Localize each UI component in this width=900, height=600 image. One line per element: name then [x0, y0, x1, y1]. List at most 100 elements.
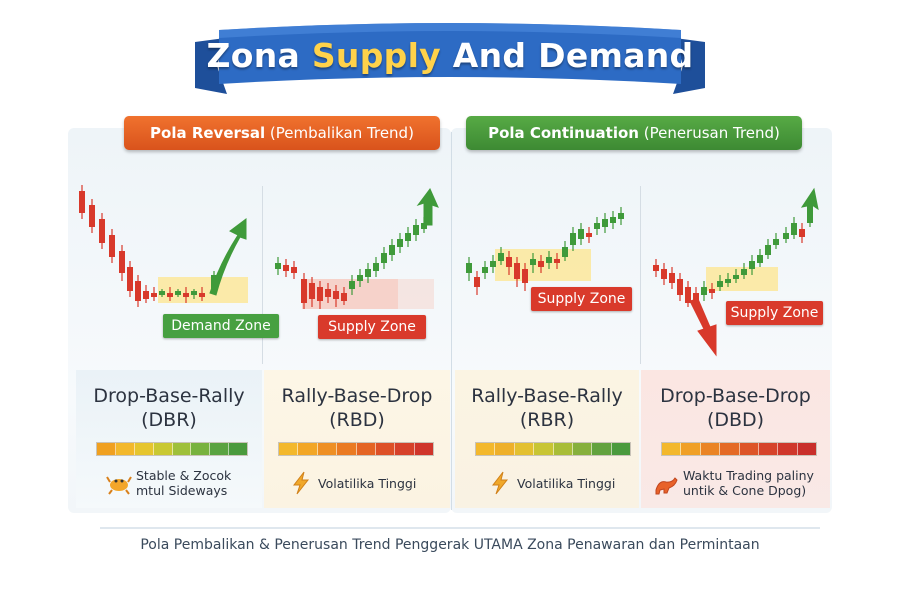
supply-zone-label: Supply Zone	[726, 301, 823, 325]
candle-body	[357, 275, 363, 281]
candle-body	[733, 275, 739, 279]
candle-body	[127, 267, 133, 291]
pattern-name: Drop-Base-Rally	[93, 385, 245, 407]
candle-body	[109, 235, 115, 257]
candle-body	[685, 287, 691, 303]
candle-body	[275, 263, 281, 269]
strength-bar	[96, 442, 248, 456]
candle-body	[325, 289, 331, 297]
candle-body	[466, 263, 472, 273]
pattern-code: (DBD)	[706, 409, 765, 431]
candle-body	[546, 257, 552, 263]
pattern-note: Volatilika Tinggi	[487, 466, 615, 500]
candle-body	[757, 255, 763, 263]
candle-body	[791, 223, 797, 235]
candle-body	[669, 273, 675, 283]
pattern-name: Drop-Base-Drop	[660, 385, 811, 407]
candle-body	[586, 233, 592, 237]
section-divider	[451, 132, 452, 510]
candle-body	[490, 261, 496, 267]
candle-body	[653, 265, 659, 271]
page-title: Zona Supply And Demand	[206, 36, 694, 75]
candle-body	[661, 269, 667, 279]
candle-body	[397, 239, 403, 247]
candle-body	[677, 279, 683, 295]
chart-divider	[262, 186, 263, 364]
candle-body	[765, 245, 771, 255]
candle-body	[301, 279, 307, 303]
pattern-code: (RBD)	[329, 409, 385, 431]
rbd-chart	[264, 183, 450, 365]
candle-body	[283, 265, 289, 271]
demand-zone-box	[158, 277, 248, 303]
candle-body	[79, 191, 85, 213]
candle-body	[474, 277, 480, 287]
candle-body	[749, 261, 755, 269]
down-arrow-icon	[689, 298, 717, 357]
candle-body	[506, 257, 512, 267]
candle-body	[341, 293, 347, 301]
candle-body	[709, 289, 715, 293]
candle-body	[578, 229, 584, 239]
candle-body	[373, 263, 379, 271]
candle-body	[135, 281, 141, 301]
candle-body	[618, 213, 624, 219]
pattern-note: Stable & Zocok mtul Sideways	[106, 466, 231, 500]
candle-body	[183, 293, 189, 297]
bull-icon	[655, 477, 678, 495]
candle-body	[594, 223, 600, 229]
footer-caption: Pola Pembalikan & Penerusan Trend Pengge…	[140, 537, 760, 553]
candle-body	[602, 219, 608, 227]
candle-body	[530, 259, 536, 265]
candle-body	[191, 291, 197, 295]
supply-zone-label: Supply Zone	[531, 287, 632, 311]
supply-zone-box	[398, 279, 434, 309]
candle-body	[119, 251, 125, 273]
candle-body	[389, 245, 395, 255]
reversal-heading: Pola Reversal (Pembalikan Trend)	[124, 116, 440, 150]
title-ribbon: Zona Supply And Demand	[195, 22, 705, 98]
dbr-chart	[70, 183, 260, 365]
pattern-code: (RBR)	[519, 409, 575, 431]
pattern-code: (DBR)	[141, 409, 197, 431]
pattern-card-dbr: Drop-Base-Rally (DBR) Stable & Zocok mtul…	[76, 370, 262, 508]
pattern-note: Volatilika Tinggi	[288, 466, 416, 500]
lightning-icon	[292, 471, 310, 495]
up-arrow-icon	[416, 188, 439, 226]
crab-icon	[106, 476, 132, 495]
rbr-chart	[453, 183, 639, 365]
strength-bar	[661, 442, 817, 456]
pattern-note: Waktu Trading paliny untik & Cone Dpog)	[653, 466, 814, 500]
dbd-chart	[642, 183, 830, 365]
pattern-card-rbd: Rally-Base-Drop (RBD) Volatilika Tinggi	[264, 370, 450, 508]
candle-body	[317, 287, 323, 301]
candle-body	[741, 269, 747, 275]
candle-body	[151, 293, 157, 297]
candle-body	[538, 261, 544, 267]
pattern-name: Rally-Base-Drop	[281, 385, 433, 407]
candle-body	[421, 223, 427, 229]
candle-body	[159, 291, 165, 295]
candle-body	[175, 291, 181, 295]
candle-body	[514, 263, 520, 279]
footer-divider	[100, 527, 820, 529]
strength-bar	[475, 442, 631, 456]
candle-body	[498, 253, 504, 261]
candle-body	[381, 253, 387, 263]
candle-body	[333, 291, 339, 299]
candle-body	[701, 287, 707, 295]
candle-body	[562, 247, 568, 257]
candle-body	[554, 259, 560, 263]
lightning-icon	[491, 471, 509, 495]
candle-body	[693, 293, 699, 301]
candle-body	[199, 293, 205, 297]
pattern-card-rbr: Rally-Base-Rally (RBR) Volatilika Tinggi	[455, 370, 639, 508]
candle-body	[570, 233, 576, 245]
strength-bar	[278, 442, 434, 456]
candle-body	[99, 219, 105, 243]
candle-body	[725, 279, 731, 283]
candle-body	[807, 205, 813, 223]
candle-body	[783, 233, 789, 239]
candle-body	[291, 267, 297, 273]
candle-body	[365, 269, 371, 277]
